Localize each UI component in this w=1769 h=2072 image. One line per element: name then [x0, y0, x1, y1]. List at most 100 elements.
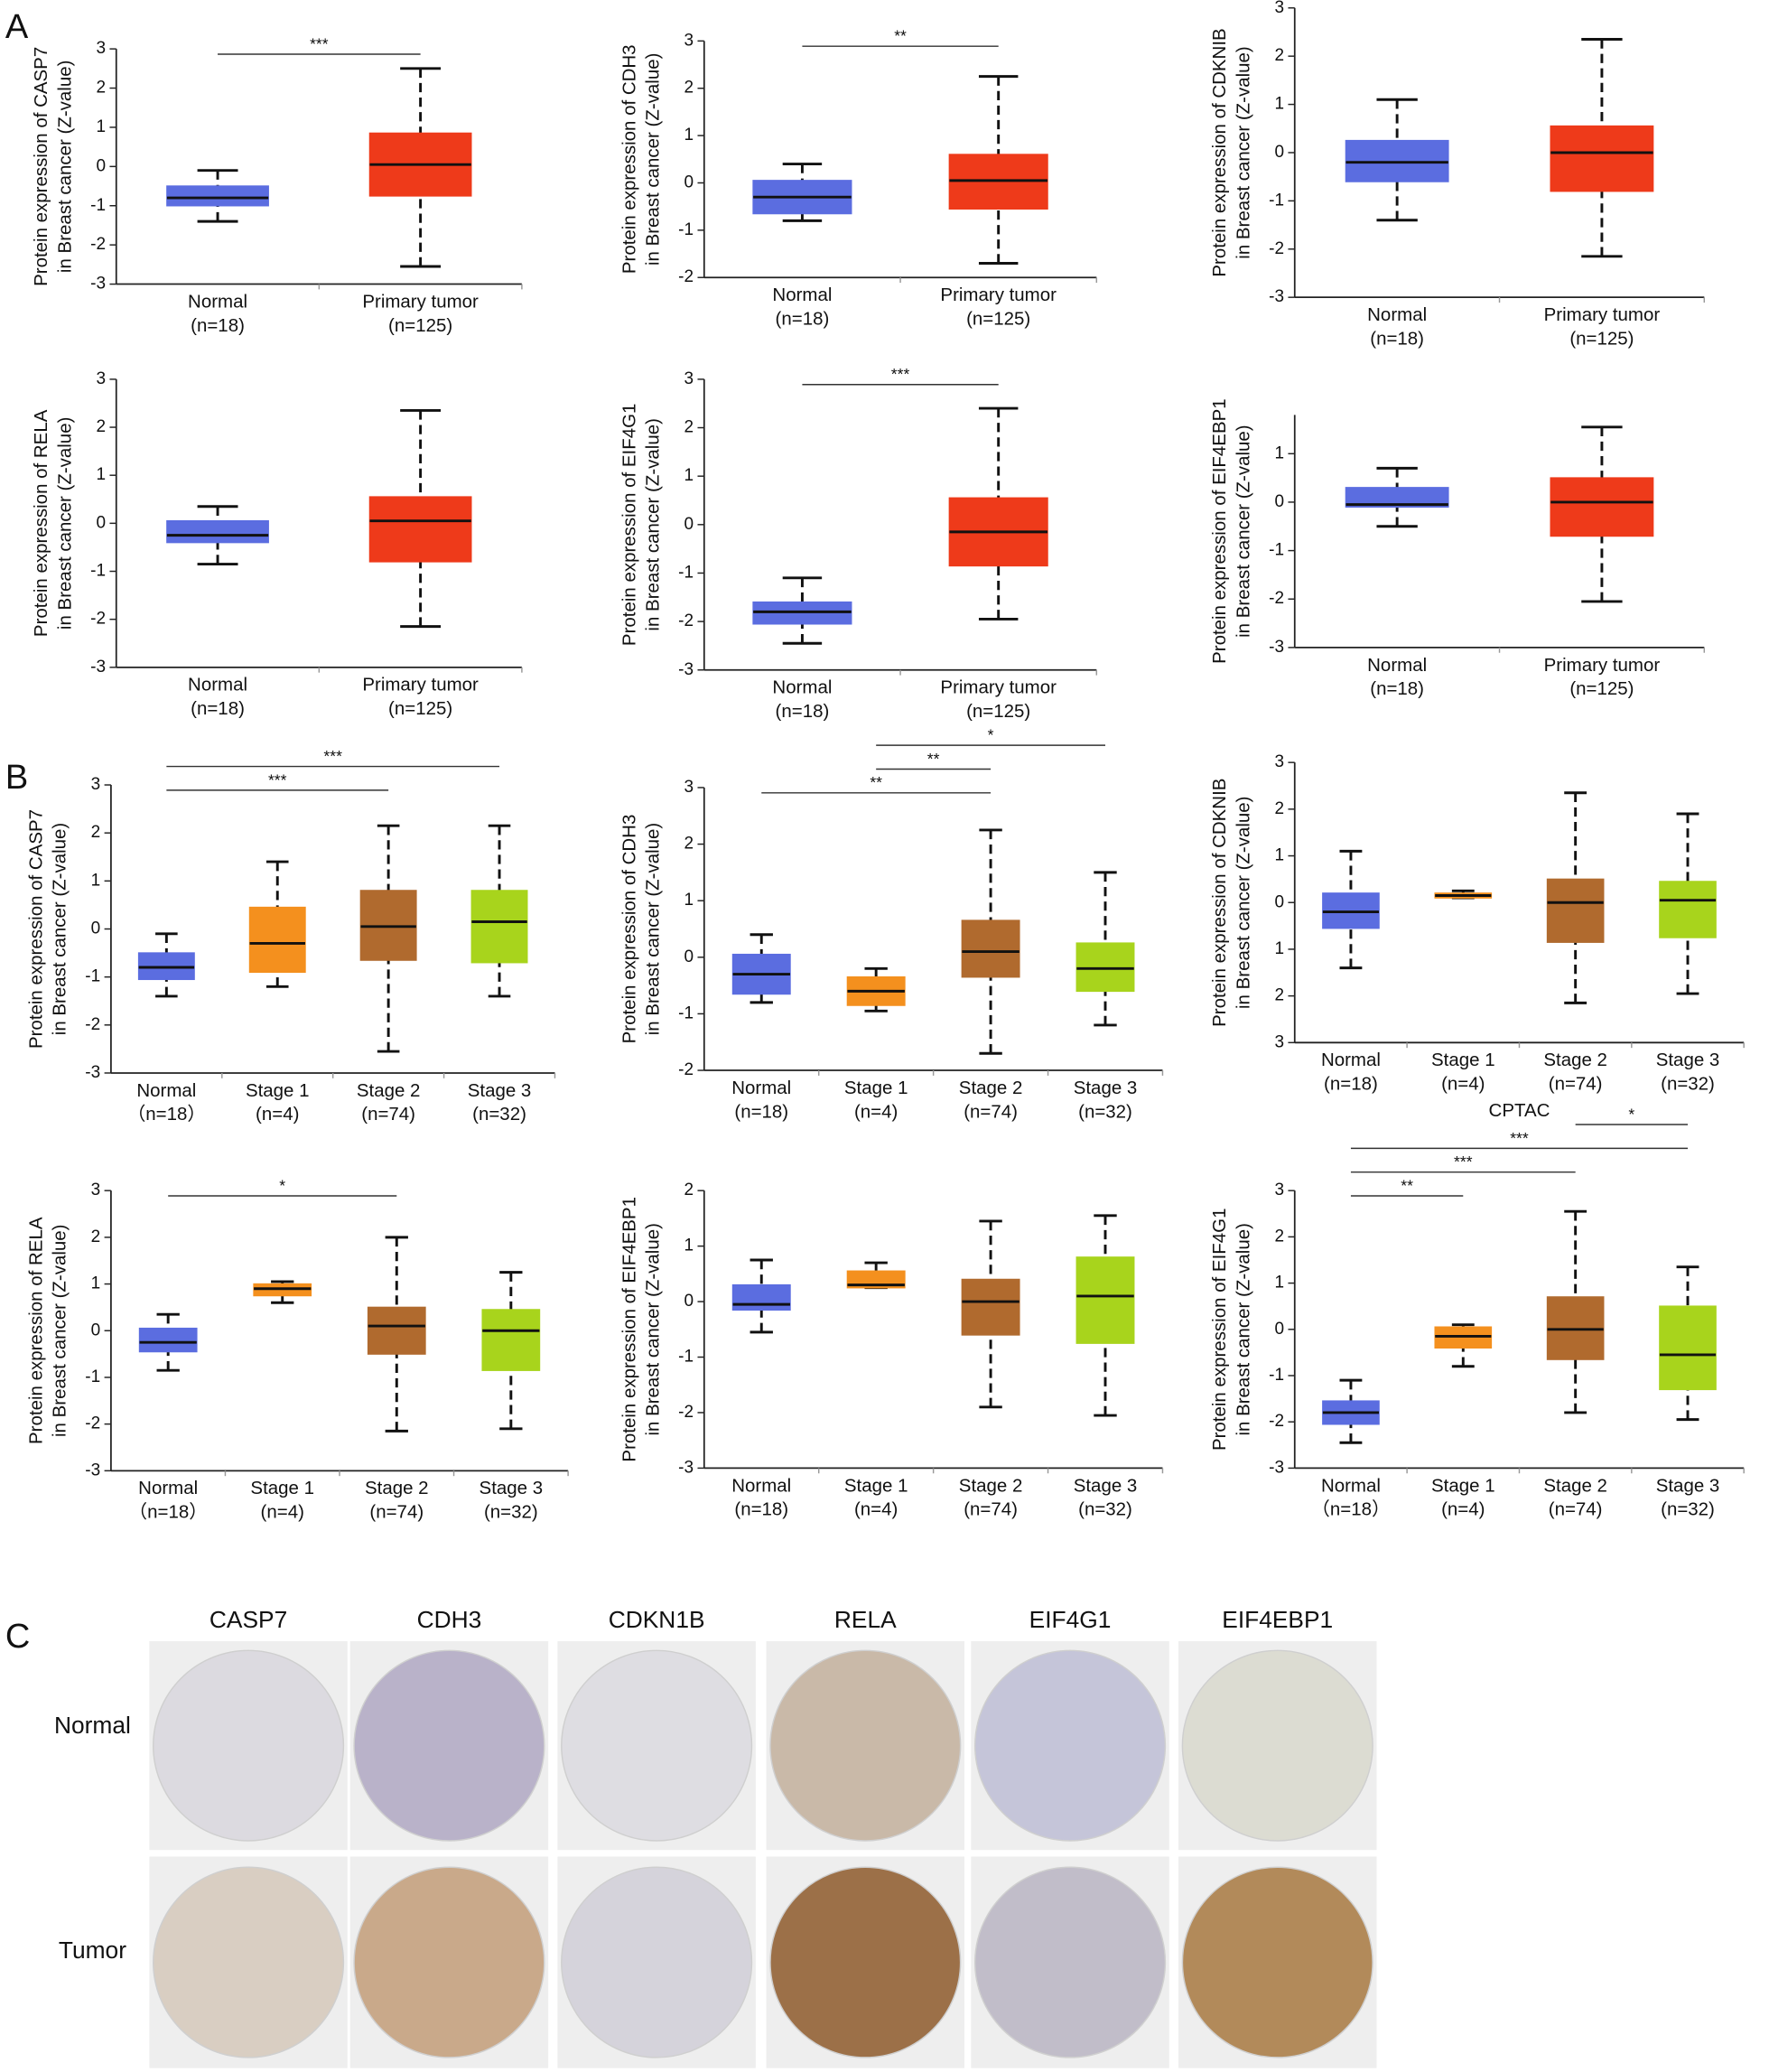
x-tick-label: Stage 3 [1656, 1475, 1720, 1496]
y-tick-label: 0 [91, 1321, 101, 1339]
x-tick-label: Normal [731, 1078, 791, 1098]
y-tick-label: 0 [1274, 892, 1284, 911]
y-axis-label: Protein expression of EIF4EBP1 [619, 1197, 639, 1462]
y-axis-label: in Breast cancer (Z-value) [1234, 425, 1254, 637]
y-axis-label: Protein expression of CDH3 [619, 44, 639, 274]
y-axis-label: in Breast cancer (Z-value) [1234, 796, 1254, 1008]
x-tick-label: Stage 1 [1431, 1475, 1495, 1496]
x-tick-note: (n=74) [1549, 1499, 1603, 1520]
y-tick-label: 0 [684, 947, 694, 966]
significance-label: * [279, 1176, 285, 1194]
y-tick-label: -3 [678, 660, 694, 679]
significance-label: ** [870, 773, 882, 791]
y-tick-label: -2 [85, 1015, 100, 1034]
y-tick-label: -1 [678, 1003, 694, 1022]
tissue-core [1181, 1866, 1373, 2058]
x-tick-label: Normal [136, 1080, 196, 1101]
y-tick-label: -2 [90, 610, 106, 629]
x-tick-note: (n=74) [1549, 1074, 1603, 1095]
x-tick-label: Stage 1 [844, 1475, 908, 1496]
y-tick-label: -1 [1269, 191, 1284, 210]
x-tick-label: Normal [1321, 1475, 1381, 1496]
x-tick-note: (n=74) [361, 1104, 415, 1125]
y-tick-label: 1 [96, 465, 106, 484]
box [166, 185, 269, 207]
x-tick-note: (n=32) [1078, 1499, 1132, 1520]
y-tick-label: 3 [684, 31, 694, 50]
y-tick-label: -2 [1269, 589, 1284, 608]
box [731, 1283, 791, 1311]
y-tick-label: -1 [678, 563, 694, 582]
x-tick-note: (n=4) [1441, 1499, 1485, 1520]
tissue-core [1181, 1649, 1373, 1842]
y-axis-label: in Breast cancer (Z-value) [643, 418, 664, 630]
x-tick-label: Primary tumor [362, 291, 479, 312]
x-tick-note: (n=125) [1569, 678, 1634, 699]
box [846, 1270, 906, 1289]
x-tick-label: Normal [138, 1478, 198, 1498]
y-tick-label: 0 [91, 919, 101, 938]
x-tick-note: (n=18) [191, 315, 245, 336]
y-axis-label: in Breast cancer (Z-value) [1234, 1223, 1254, 1435]
y-tick-label: -3 [678, 1458, 694, 1477]
x-tick-note: (n=18) [776, 308, 830, 329]
y-tick-label: -1 [1269, 541, 1284, 560]
y-tick-label: 1 [96, 117, 106, 136]
y-tick-label: -2 [678, 1403, 694, 1422]
significance-label: *** [268, 770, 287, 789]
panel-label: B [5, 759, 28, 797]
box [367, 1306, 426, 1355]
x-tick-label: Stage 1 [250, 1478, 314, 1498]
tissue-core [152, 1649, 345, 1842]
y-tick-label: -2 [678, 1060, 694, 1079]
y-tick-label: 1 [684, 466, 694, 485]
y-axis-label: Protein expression of CASP7 [31, 47, 51, 286]
y-axis-label: Protein expression of CDH3 [619, 815, 639, 1044]
y-tick-label: 1 [684, 891, 694, 910]
x-tick-label: Primary tumor [1544, 304, 1661, 325]
x-tick-label: Normal [1321, 1050, 1381, 1070]
box [138, 1327, 198, 1353]
y-tick-label: 3 [684, 778, 694, 797]
x-tick-label: Stage 2 [959, 1475, 1023, 1496]
y-tick-label: -1 [90, 562, 106, 581]
x-tick-label: Stage 3 [1074, 1078, 1138, 1098]
y-tick-label: 3 [684, 369, 694, 388]
y-tick-label: 3 [91, 1181, 101, 1199]
tissue-core [973, 1649, 1167, 1842]
y-tick-label: -3 [1269, 1458, 1284, 1477]
y-tick-label: 1 [91, 871, 101, 890]
x-tick-label: Stage 1 [844, 1078, 908, 1098]
y-tick-label: 3 [1274, 0, 1284, 17]
y-tick-label: -3 [85, 1461, 100, 1479]
x-tick-label: Stage 1 [1431, 1050, 1495, 1070]
x-tick-label: Stage 1 [246, 1080, 310, 1101]
column-header: EIF4G1 [1029, 1606, 1112, 1633]
x-tick-note: (n=4) [854, 1101, 898, 1122]
box [166, 519, 269, 544]
x-tick-label: Primary tumor [940, 285, 1057, 305]
y-tick-label: 1 [1274, 95, 1284, 114]
y-axis-label: in Breast cancer (Z-value) [55, 417, 76, 630]
x-tick-note: (n=125) [966, 308, 1030, 329]
y-axis-label: in Breast cancer (Z-value) [50, 1225, 70, 1437]
box [1659, 1305, 1717, 1391]
x-tick-note: (n=32) [1078, 1101, 1132, 1122]
y-tick-label: 2 [1274, 799, 1284, 818]
y-tick-label: 3 [1274, 1181, 1284, 1199]
significance-label: * [1628, 1105, 1634, 1123]
x-tick-label: Normal [731, 1475, 791, 1496]
y-tick-label: -1 [85, 967, 100, 986]
x-tick-label: Stage 2 [365, 1478, 429, 1498]
box [1659, 881, 1717, 938]
y-axis-label: in Breast cancer (Z-value) [50, 823, 70, 1035]
y-tick-label: 1 [1274, 443, 1284, 462]
column-header: RELA [834, 1606, 897, 1633]
tissue-core [769, 1866, 962, 2058]
x-tick-label: Stage 2 [1543, 1050, 1607, 1070]
significance-label: * [988, 726, 994, 744]
box [1550, 125, 1654, 192]
y-tick-label: 1 [1274, 846, 1284, 865]
significance-label: ** [927, 750, 940, 768]
y-tick-label: -2 [678, 267, 694, 286]
